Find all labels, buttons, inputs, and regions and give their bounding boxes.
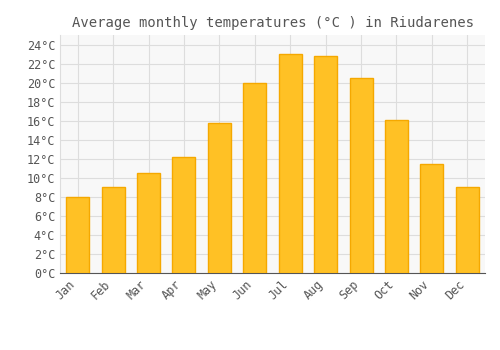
- Bar: [244, 83, 266, 273]
- Bar: [456, 187, 479, 273]
- Bar: [172, 157, 196, 273]
- Bar: [385, 120, 408, 273]
- Bar: [66, 197, 89, 273]
- Bar: [137, 173, 160, 273]
- Bar: [208, 122, 231, 273]
- Title: Average monthly temperatures (°C ) in Riudarenes: Average monthly temperatures (°C ) in Ri…: [72, 16, 473, 30]
- Bar: [420, 164, 444, 273]
- Bar: [278, 54, 301, 273]
- Bar: [314, 56, 337, 273]
- Bar: [350, 78, 372, 273]
- Bar: [102, 187, 124, 273]
